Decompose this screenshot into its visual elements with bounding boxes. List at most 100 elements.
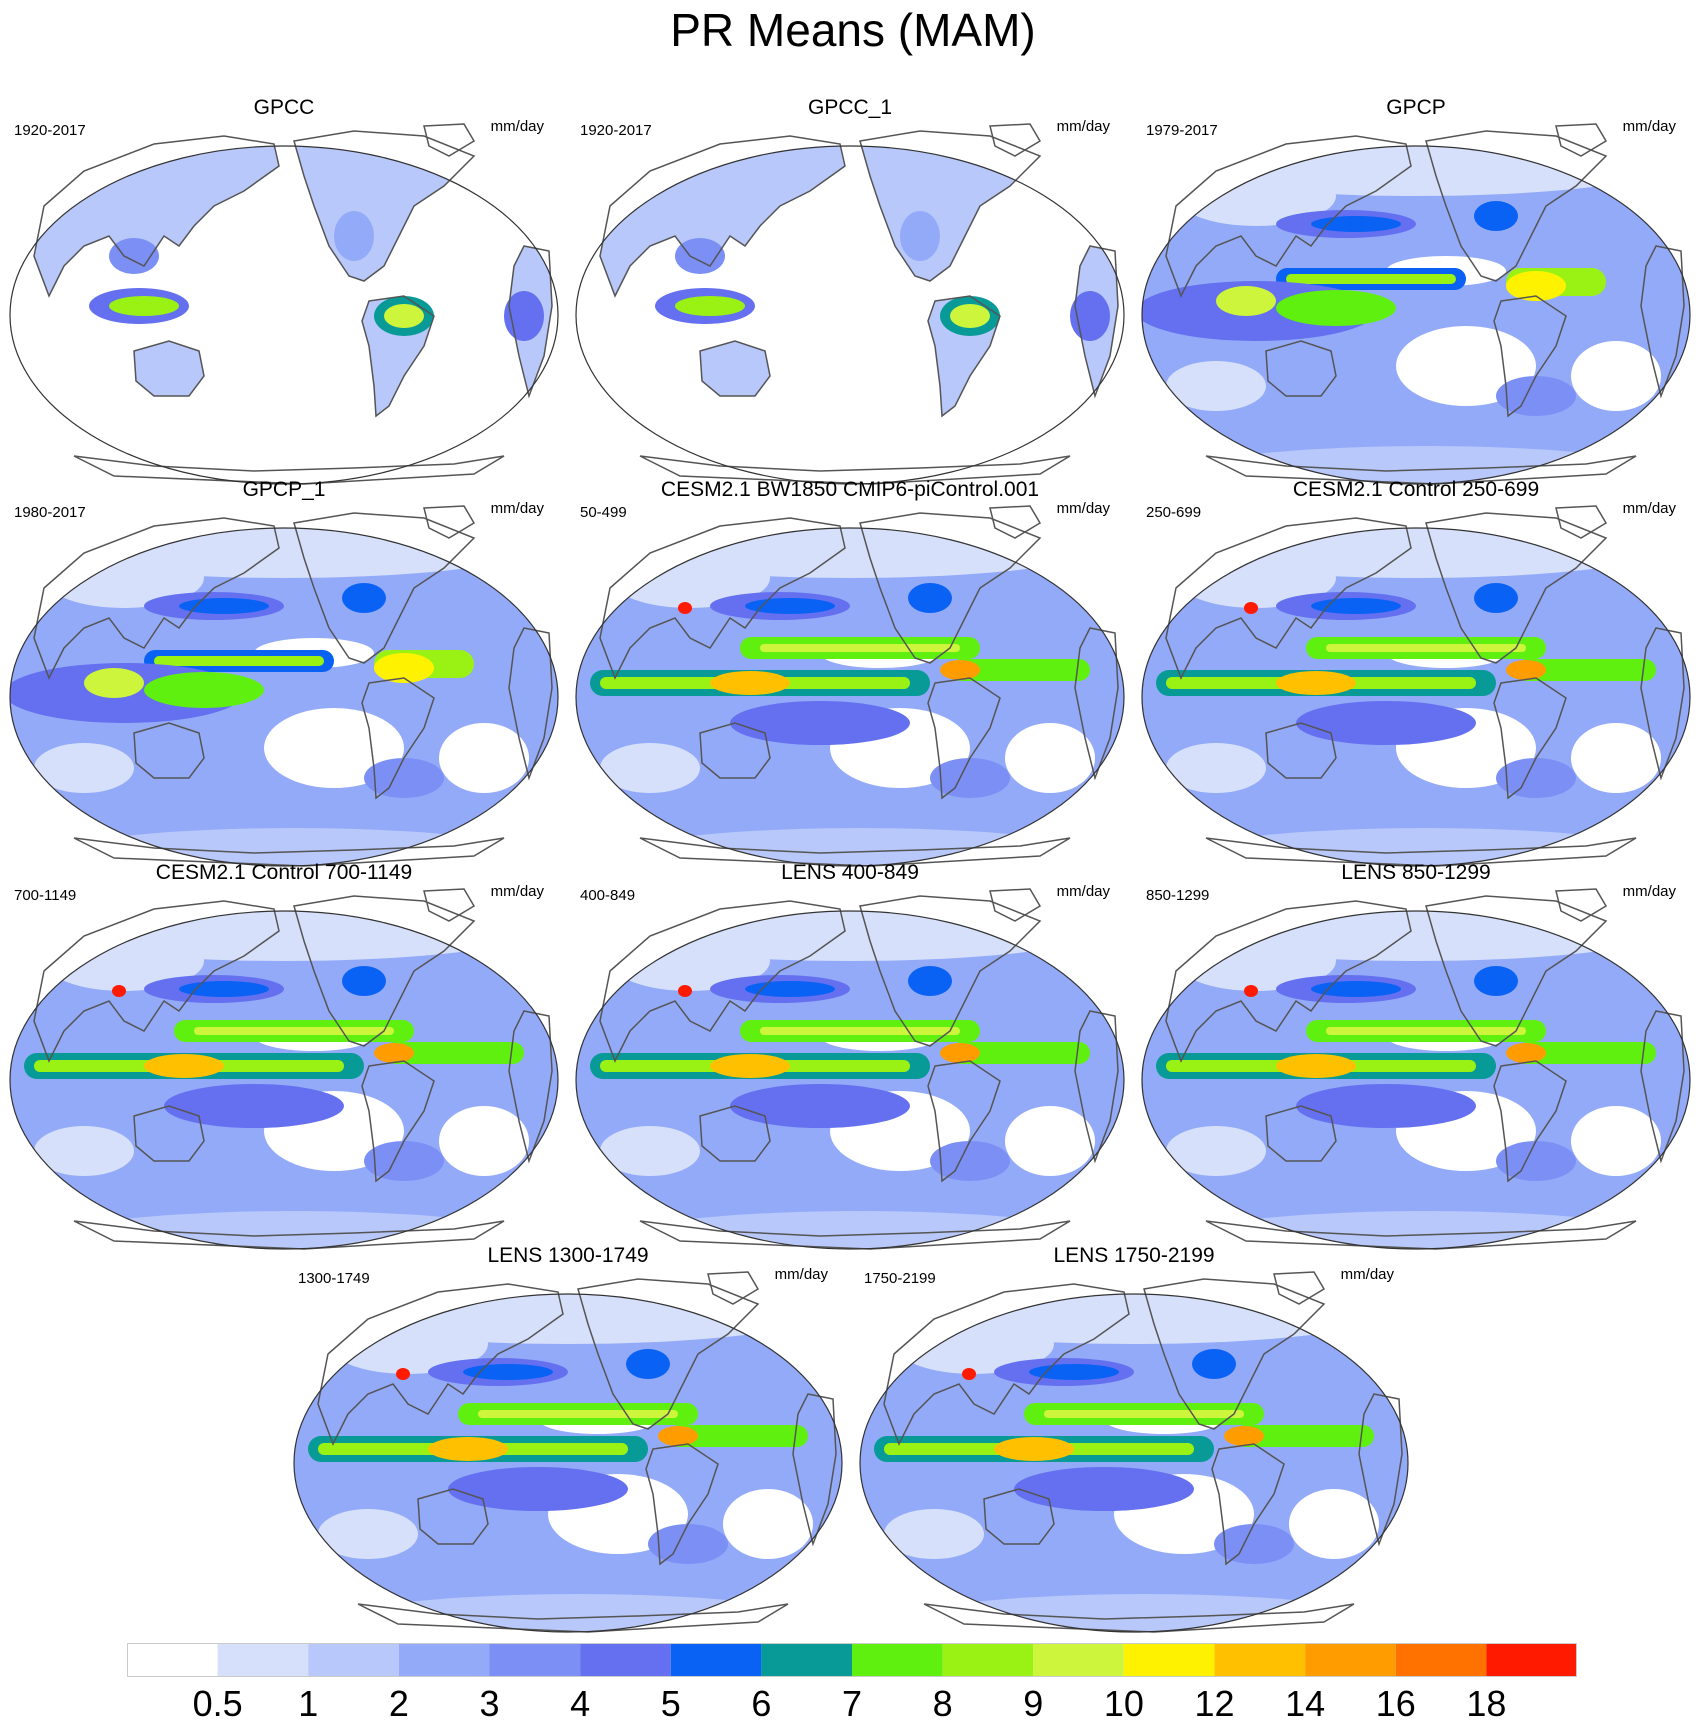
africa-outline [1640, 1010, 1685, 1164]
se-atlantic-dry [1571, 1106, 1661, 1176]
warm-pool-rain [144, 672, 264, 708]
amazon-peak [374, 1043, 414, 1063]
asia-outline [599, 517, 846, 680]
colorbar-swatch [398, 1643, 490, 1677]
itcz-core [1286, 274, 1456, 284]
spcz-tail [1296, 701, 1476, 745]
panel-units-label: mm/day [1056, 883, 1110, 900]
north-america-outline [293, 512, 476, 664]
atlantic-storm-track [342, 966, 386, 996]
australia-outline [417, 1488, 489, 1545]
warm-pool-peak [710, 671, 790, 695]
colorbar-tick-label: 4 [570, 1683, 591, 1724]
panel-title: LENS 400-849 [781, 861, 919, 884]
panel-period-label: 1750-2199 [864, 1270, 936, 1287]
australia-outline [133, 1105, 205, 1162]
map-plot [9, 505, 559, 867]
arctic-dry [1142, 528, 1690, 578]
panel-units-label: mm/day [774, 1266, 828, 1283]
map-border [575, 910, 1125, 1250]
panel-units-label: mm/day [1622, 118, 1676, 135]
colorbar-tick-label: 9 [1023, 1683, 1044, 1724]
australia-outline [1265, 340, 1337, 397]
australia-outline [1265, 1105, 1337, 1162]
australia-outline [133, 340, 205, 397]
colorbar-tick-label: 16 [1375, 1683, 1416, 1724]
panel-units-label: mm/day [1622, 500, 1676, 517]
south-atlantic-rain [648, 1524, 728, 1564]
panel-title: GPCC_1 [807, 96, 893, 119]
indian-ocean-dry [600, 743, 700, 793]
north-america-outline [577, 1278, 760, 1430]
tibet-edge-peak [396, 1368, 410, 1380]
warm-pool-peak [994, 1437, 1074, 1461]
colorbar-swatch [1123, 1643, 1215, 1677]
south-america-outline [1493, 677, 1567, 800]
greenland-outline [1555, 123, 1608, 157]
spcz-tail [730, 1084, 910, 1128]
australia-outline [699, 722, 771, 779]
colorbar-tick-label: 3 [479, 1683, 500, 1724]
indian-ocean-dry [600, 1126, 700, 1176]
nw-pacific-storm-core [1311, 216, 1401, 232]
map-border [859, 1293, 1409, 1633]
map-border [1141, 145, 1691, 485]
antarctica-outline [1205, 837, 1637, 867]
colorbar-swatch [127, 1643, 218, 1677]
spcz-tail [730, 701, 910, 745]
panel-units-label: mm/day [490, 883, 544, 900]
map-panel: LENS 850-1299 850-1299 mm/day [1136, 861, 1696, 1250]
panel-period-label: 250-699 [1146, 504, 1202, 521]
africa-outline [1358, 1393, 1403, 1547]
warm-pool-peak [1276, 1054, 1356, 1078]
indian-ocean-dry [318, 1509, 418, 1559]
north-itcz-core [1326, 1027, 1526, 1035]
north-itcz-core [478, 1410, 678, 1418]
colorbar-swatch [1486, 1643, 1577, 1677]
asia-outline [33, 900, 280, 1063]
spcz-tail [448, 1467, 628, 1511]
warm-pool-peak [144, 1054, 224, 1078]
panel-units-label: mm/day [1056, 118, 1110, 135]
atlantic-storm-track [908, 966, 952, 996]
asia-outline [599, 135, 846, 298]
map-border [293, 1293, 843, 1633]
north-america-outline [859, 512, 1042, 664]
se-atlantic-dry [723, 1489, 813, 1559]
atlantic-storm-track [1474, 583, 1518, 613]
australia-outline [699, 1105, 771, 1162]
panel-period-label: 1300-1749 [298, 1270, 370, 1287]
africa-outline [508, 627, 553, 781]
arctic-dry [860, 1294, 1408, 1344]
africa-outline [1074, 245, 1119, 399]
warm-pool-peak [428, 1437, 508, 1461]
warm-pool-peak [1276, 671, 1356, 695]
asia-outline [317, 1283, 564, 1446]
nw-pacific-storm-core [1029, 1364, 1119, 1380]
colorbar-swatch [1305, 1643, 1396, 1677]
map-border [1141, 527, 1691, 867]
arctic-dry [1142, 911, 1690, 961]
greenland-outline [989, 505, 1042, 539]
australia-land-fill [134, 341, 204, 396]
tibet-edge-peak [962, 1368, 976, 1380]
africa-outline [1640, 627, 1685, 781]
colorbar-tick-label: 12 [1194, 1683, 1235, 1724]
panel-units-label: mm/day [490, 118, 544, 135]
antarctica-outline [639, 837, 1071, 867]
map-panel: CESM2.1 Control 700-1149 700-1149 mm/day [4, 861, 564, 1250]
rain-patch [675, 238, 725, 274]
precip-field [576, 146, 1124, 484]
nw-pacific-storm-core [745, 598, 835, 614]
itcz-core [154, 656, 324, 666]
colorbar-swatch [308, 1643, 399, 1677]
colorbar-swatch [942, 1643, 1034, 1677]
north-america-outline [859, 895, 1042, 1047]
nw-pacific-storm-core [745, 981, 835, 997]
panel-title: CESM2.1 Control 250-699 [1292, 478, 1540, 501]
atlantic-itcz [668, 1425, 808, 1447]
atlantic-itcz [1516, 1042, 1656, 1064]
map-plot [9, 123, 559, 485]
south-america-outline [361, 295, 435, 418]
africa-outline [508, 1010, 553, 1164]
